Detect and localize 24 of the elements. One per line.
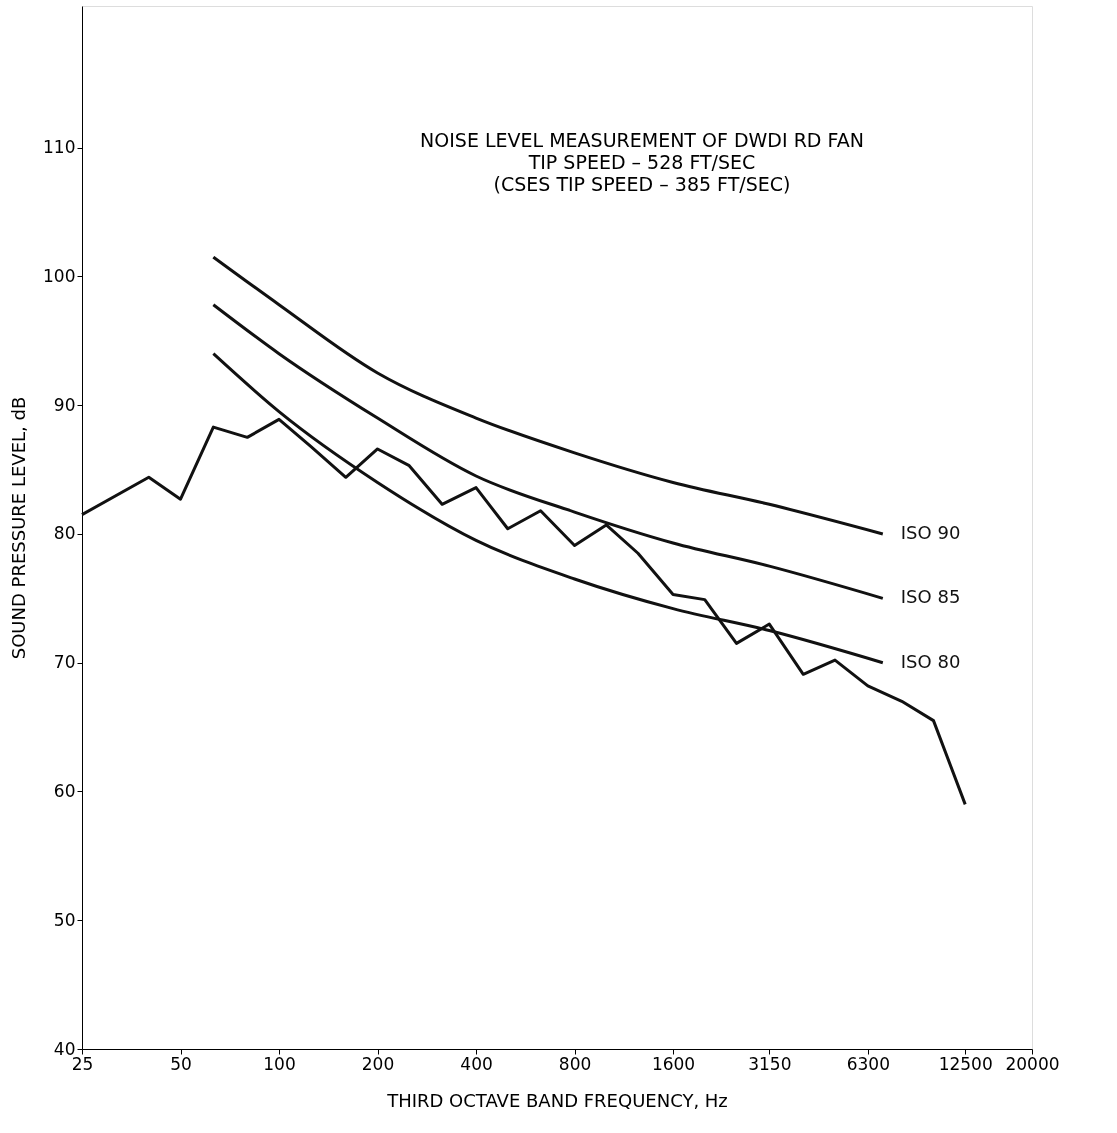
y-tick-label: 70: [53, 652, 76, 673]
text: NOISE LEVEL MEASUREMENT OF DWDI RD FAN: [420, 129, 864, 151]
x-axis-title: THIRD OCTAVE BAND FREQUENCY, Hz: [386, 1089, 728, 1111]
x-tick-label: 50: [170, 1053, 192, 1074]
y-tick-label: 80: [53, 523, 76, 544]
x-tick-label: 20000: [1005, 1053, 1060, 1074]
x-tick-label: 1600: [651, 1053, 696, 1074]
text: TIP SPEED – 528 FT/SEC (CSES TIP SPEED – 385 FT/SEC): [493, 151, 791, 195]
series-label: ISO 80: [900, 650, 961, 672]
x-tick-label: 3150: [748, 1053, 792, 1074]
series-label: ISO 85: [900, 586, 961, 608]
y-tick-label: 60: [53, 780, 76, 801]
x-tick-label: 200: [361, 1053, 395, 1074]
x-tick-label: 800: [558, 1053, 592, 1074]
series-label: ISO 90: [900, 521, 961, 543]
y-axis-title: SOUND PRESSURE LEVEL, dB: [8, 396, 30, 660]
y-tick-label: 90: [53, 394, 76, 415]
y-tick-label: 50: [53, 909, 76, 930]
x-tick-label: 12500: [938, 1053, 993, 1074]
x-tick-label: 100: [263, 1053, 296, 1074]
x-tick-label: 400: [460, 1053, 493, 1074]
x-tick-label: 6300: [846, 1053, 890, 1074]
y-tick-label: 100: [43, 265, 76, 286]
y-tick-label: 110: [43, 137, 76, 158]
